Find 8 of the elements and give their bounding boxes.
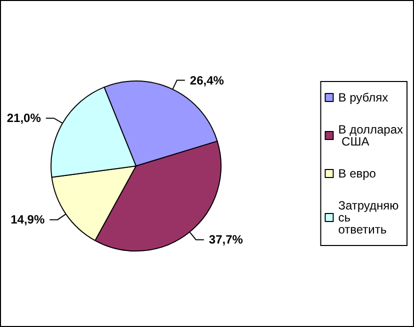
- data-label: 37,7%: [208, 232, 244, 247]
- data-label: 26,4%: [190, 73, 224, 88]
- legend-label: В долларах США: [338, 122, 404, 148]
- data-label: 14,9%: [10, 212, 45, 227]
- legend-label: В евро: [338, 166, 376, 180]
- legend-label: Затрудняюсь ответить: [338, 198, 399, 236]
- data-label: 21,0%: [6, 111, 42, 126]
- legend-label: В рублях: [338, 90, 388, 104]
